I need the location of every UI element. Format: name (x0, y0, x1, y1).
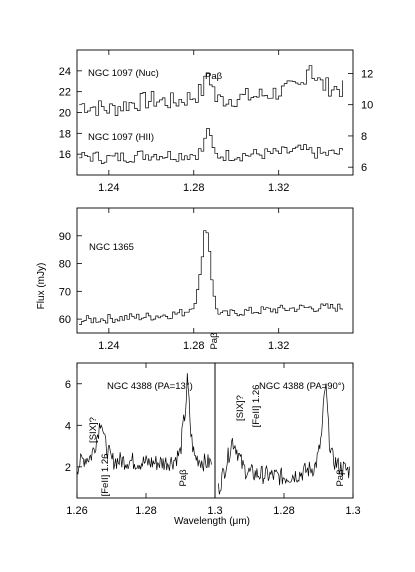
x-tick-label: 1.32 (268, 182, 289, 194)
x-tick-label: 1.24 (98, 182, 119, 194)
series-label-ngc1097-nuc: NGC 1097 (Nuc) (88, 68, 159, 79)
annotation-pab-top: Paβ (205, 71, 223, 82)
annotation-pab-middle: Paβ (209, 332, 220, 350)
annotation-feii-right: [FeII] 1.26 (251, 385, 262, 428)
annotation-pab-left: Paβ (178, 469, 189, 487)
annotation-six-left: [SIX]? (88, 417, 99, 443)
x-tick-label: 1.24 (98, 340, 119, 352)
y-tick-label: 20 (59, 108, 71, 120)
y-right-tick-label: 8 (361, 131, 367, 143)
y-tick-label: 18 (59, 128, 71, 140)
x-tick-label: 1.3 (345, 505, 360, 517)
annotation-pab-right: Paβ (335, 469, 346, 487)
x-tick-label: 1.28 (273, 505, 294, 517)
y-tick-label: 22 (59, 87, 71, 99)
y-tick-label: 90 (59, 231, 71, 243)
x-tick-label: 1.28 (183, 340, 204, 352)
y-tick-label: 6 (65, 379, 71, 391)
panel-middle-frame (76, 207, 354, 334)
x-axis-label: Wavelength (μm) (174, 516, 250, 527)
panel-middle: 1.24 1.28 1.32 60 70 80 90 NGC 1365 Paβ (59, 207, 354, 352)
panel-top: 1.24 1.28 1.32 16 18 20 22 24 6 8 10 12 NGC 1097 (N… (59, 49, 373, 194)
x-tick-label: 1.26 (66, 505, 87, 517)
x-tick-label: 1.32 (268, 340, 289, 352)
spectrum-line (79, 230, 343, 325)
spectrum-line (79, 65, 343, 116)
x-tick-label: 1.28 (183, 182, 204, 194)
y-tick-label: 16 (59, 149, 71, 161)
series-label-ngc1365: NGC 1365 (89, 242, 134, 253)
annotation-six-right: [SIX]? (235, 395, 246, 421)
panel-bottom-right: 1.28 1.3 NGC 4388 (PA=90°) [SIX]? [FeII] … (214, 362, 361, 517)
y-right-tick-label: 12 (361, 68, 373, 80)
x-tick-label: 1.28 (135, 505, 156, 517)
y-tick-label: 70 (59, 286, 71, 298)
y-tick-label: 24 (59, 66, 71, 78)
y-axis-label: Flux (mJy) (36, 263, 47, 310)
y-tick-label: 80 (59, 259, 71, 271)
series-label-ngc4388-pa90: NGC 4388 (PA=90°) (259, 381, 345, 392)
series-label-ngc4388-pa13: NGC 4388 (PA=13°) (107, 381, 193, 392)
y-tick-label: 2 (65, 462, 71, 474)
y-tick-label: 60 (59, 314, 71, 326)
y-tick-label: 4 (65, 420, 71, 432)
y-right-tick-label: 10 (361, 100, 373, 112)
y-right-tick-label: 6 (361, 162, 367, 174)
spectrum-line (76, 373, 212, 475)
series-label-ngc1097-hii: NGC 1097 (HII) (88, 132, 154, 143)
x-tick-label: 1.3 (207, 505, 222, 517)
annotation-feii-left: [FeII] 1.26 (100, 454, 111, 497)
spectrum-line (79, 128, 343, 164)
spectrum-line (218, 383, 350, 495)
